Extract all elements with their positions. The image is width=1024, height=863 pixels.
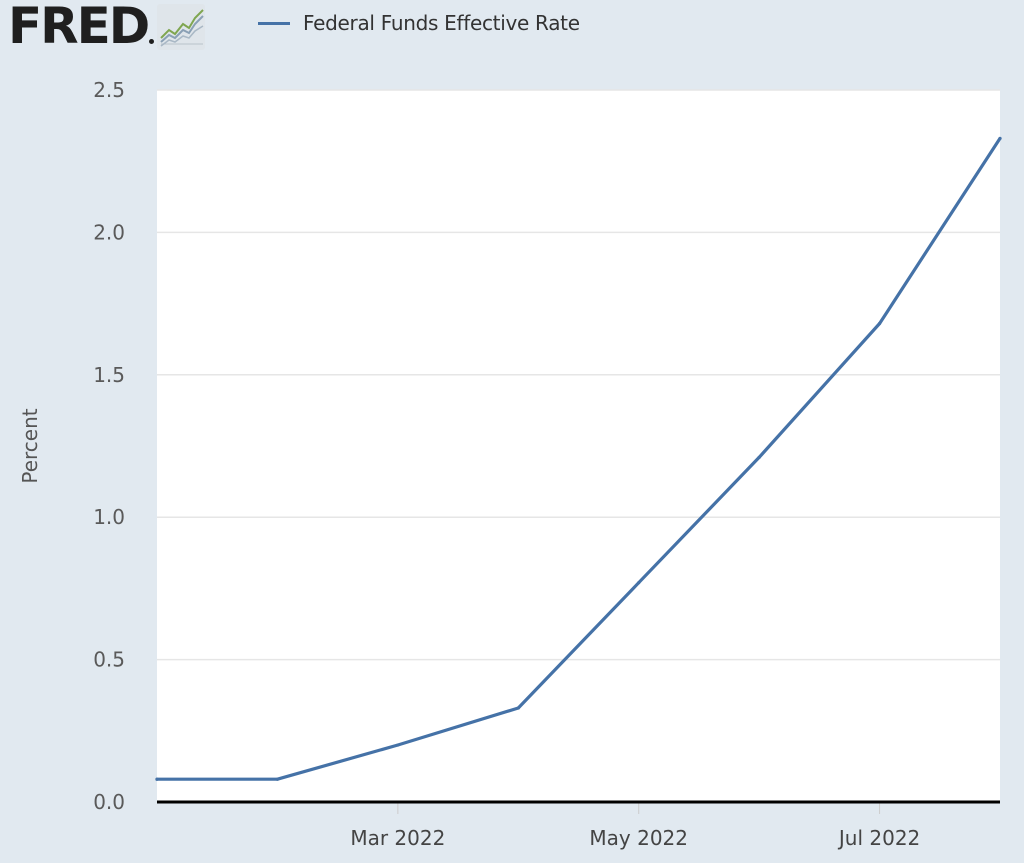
y-axis-title: Percent bbox=[18, 408, 42, 483]
y-tick-labels: 0.0 0.5 1.0 1.5 2.0 2.5 bbox=[93, 78, 125, 814]
plot-area bbox=[157, 90, 1000, 802]
x-tick-label: Jul 2022 bbox=[837, 826, 920, 850]
y-tick-label: 2.0 bbox=[93, 220, 125, 244]
chart-header: FRED Federal Funds Effective Rate bbox=[0, 0, 1024, 60]
x-tick-marks bbox=[397, 802, 881, 814]
data-point[interactable] bbox=[757, 455, 761, 459]
line-chart-icon bbox=[157, 4, 206, 50]
series-line-federal-funds-rate bbox=[155, 136, 1002, 781]
fred-logo[interactable]: FRED bbox=[8, 0, 206, 56]
y-tick-label: 0.0 bbox=[93, 790, 125, 814]
fred-logo-dot bbox=[149, 39, 155, 44]
chart-legend[interactable]: Federal Funds Effective Rate bbox=[258, 10, 580, 36]
y-tick-label: 1.5 bbox=[93, 363, 125, 387]
y-tick-label: 2.5 bbox=[93, 78, 125, 102]
data-point[interactable] bbox=[877, 321, 882, 326]
fred-wordmark: FRED bbox=[8, 0, 150, 55]
x-tick-label: May 2022 bbox=[589, 826, 688, 850]
data-point[interactable] bbox=[637, 581, 641, 585]
data-point[interactable] bbox=[155, 777, 159, 781]
data-point[interactable] bbox=[396, 743, 400, 747]
data-point[interactable] bbox=[516, 706, 520, 710]
grid-lines bbox=[157, 89, 1000, 661]
data-points bbox=[155, 136, 1002, 781]
data-point[interactable] bbox=[998, 136, 1002, 141]
x-tick-label: Mar 2022 bbox=[350, 826, 445, 850]
legend-swatch bbox=[258, 21, 290, 25]
y-tick-label: 1.0 bbox=[93, 505, 125, 529]
x-tick-labels: Mar 2022 May 2022 Jul 2022 bbox=[350, 826, 920, 850]
data-point[interactable] bbox=[275, 777, 280, 781]
legend-label: Federal Funds Effective Rate bbox=[303, 11, 580, 35]
y-tick-label: 0.5 bbox=[93, 648, 125, 672]
